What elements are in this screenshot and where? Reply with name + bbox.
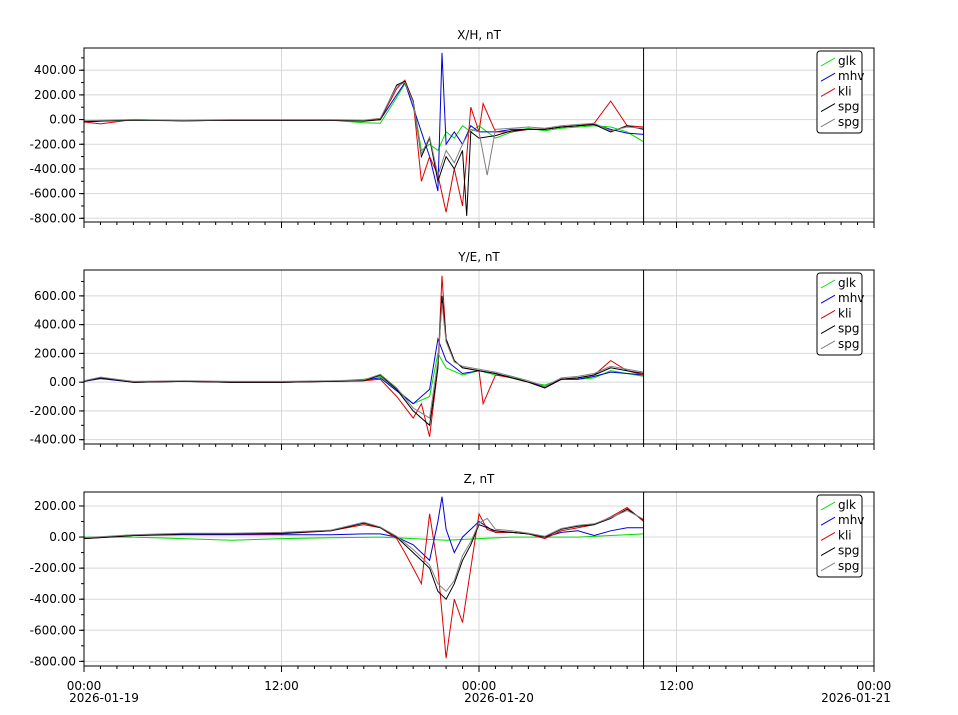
series-line-spg <box>83 510 644 593</box>
x-tick-label: 12:00 <box>659 679 694 693</box>
series-line-spg <box>83 303 644 419</box>
series-line-glk <box>84 533 644 541</box>
panel-3: Z, nT 200.00 0.00 -200.00 -400.00 -600.00 -800… <box>30 472 875 672</box>
legend-swatch-kli <box>820 531 836 541</box>
legend-box <box>816 50 863 134</box>
legend-swatch-spg <box>820 103 836 113</box>
panel-title: X/H, nT <box>457 28 502 42</box>
panel-title: Y/E, nT <box>457 250 500 264</box>
legend-box <box>816 272 863 356</box>
y-tick-label: 200.00 <box>34 499 76 513</box>
legend-label-kli: kli <box>838 528 852 542</box>
legend-label-glk: glk <box>838 54 856 68</box>
legend-swatch-mhv <box>820 72 836 82</box>
legend-label-spg: spg <box>838 115 860 129</box>
legend-swatch-glk <box>820 501 836 511</box>
legend-swatch-spg <box>820 340 836 350</box>
series-line-mhv <box>83 496 644 562</box>
y-tick-label: -200.00 <box>30 404 76 418</box>
legend-label-mhv: mhv <box>838 291 864 305</box>
y-tick-label: 400.00 <box>34 318 76 332</box>
x-date-label: 2026-01-19 <box>69 691 139 705</box>
y-tick-label: 400.00 <box>34 63 76 77</box>
y-tick-label: -200.00 <box>30 137 76 151</box>
legend-swatch-glk <box>820 57 836 67</box>
legend-label-glk: glk <box>838 276 856 290</box>
y-tick-label: 200.00 <box>34 88 76 102</box>
x-date-label: 2026-01-21 <box>821 691 891 705</box>
x-tick-label: 12:00 <box>264 679 299 693</box>
series-line-spg <box>83 508 644 601</box>
x-tick-label: 00:00 <box>857 679 892 693</box>
y-tick-label: -400.00 <box>30 592 76 606</box>
y-tick-label: -800.00 <box>30 654 76 668</box>
legend-swatch-kli <box>820 87 836 97</box>
legend-swatch-mhv <box>820 516 836 526</box>
series-line-spg <box>83 81 644 177</box>
legend-label-spg: spg <box>838 559 860 573</box>
legend-label-mhv: mhv <box>838 513 864 527</box>
legend-label-glk: glk <box>838 498 856 512</box>
legend-swatch-kli <box>820 309 836 319</box>
x-tick-label: 00:00 <box>462 679 497 693</box>
y-tick-label: 0.00 <box>49 375 76 389</box>
y-tick-label: -800.00 <box>30 211 76 225</box>
y-tick-label: 0.00 <box>49 530 76 544</box>
legend-label-mhv: mhv <box>838 69 864 83</box>
panel-2: Y/E, nT 600.00 400.00 200.00 0.00 -200.00 -400… <box>30 250 875 450</box>
y-tick-label: -200.00 <box>30 561 76 575</box>
legend-swatch-spg <box>820 562 836 572</box>
x-date-label: 2026-01-20 <box>464 691 534 705</box>
panel-1: X/H, nT 400.00 200.00 0.00 -200.00 -400.00 -60… <box>30 28 875 228</box>
legend-swatch-mhv <box>820 294 836 304</box>
legend-label-spg: spg <box>838 337 860 351</box>
legend-label-spg: spg <box>838 100 860 114</box>
panel-title: Z, nT <box>464 472 495 486</box>
legend-label-kli: kli <box>838 84 852 98</box>
y-tick-label: -400.00 <box>30 433 76 447</box>
x-tick-label: 00:00 <box>67 679 102 693</box>
legend-swatch-spg <box>820 118 836 128</box>
y-tick-label: -600.00 <box>30 623 76 637</box>
legend-box <box>816 494 863 578</box>
legend-label-spg: spg <box>838 322 860 336</box>
series-line-spg <box>83 295 644 427</box>
y-tick-label: -400.00 <box>30 162 76 176</box>
legend-swatch-spg <box>820 547 836 557</box>
legend-label-spg: spg <box>838 544 860 558</box>
legend-label-kli: kli <box>838 306 852 320</box>
y-tick-label: 200.00 <box>34 346 76 360</box>
legend-swatch-glk <box>820 279 836 289</box>
series-line-spg <box>83 80 644 216</box>
y-tick-label: 600.00 <box>34 289 76 303</box>
y-tick-label: 0.00 <box>49 113 76 127</box>
y-tick-label: -600.00 <box>30 187 76 201</box>
legend-swatch-spg <box>820 325 836 335</box>
